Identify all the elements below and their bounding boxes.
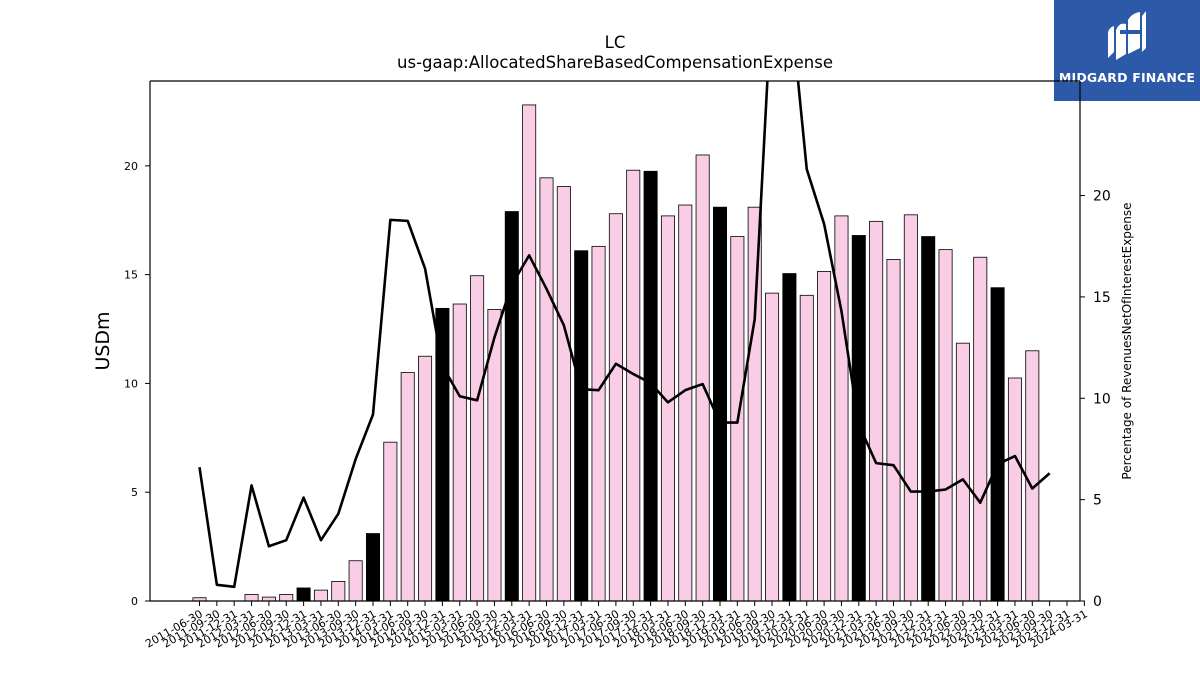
bar — [435, 307, 450, 602]
bar — [313, 589, 328, 602]
bar — [626, 169, 641, 602]
bar — [695, 154, 710, 602]
series-line — [198, 81, 1051, 589]
bar — [556, 186, 571, 602]
y-axis-label: USDm — [92, 311, 114, 370]
bar — [678, 204, 693, 602]
bar — [296, 587, 311, 602]
bar — [574, 250, 589, 602]
bar — [1025, 350, 1040, 602]
y-tick-label: 10 — [124, 377, 138, 390]
y2-tick-label: 10 — [1093, 391, 1111, 407]
bar — [886, 259, 901, 602]
bar — [348, 560, 363, 602]
y-tick-label: 15 — [124, 269, 138, 282]
bar — [383, 441, 398, 602]
bar — [938, 249, 953, 602]
y2-tick-label: 20 — [1093, 189, 1111, 205]
bar — [400, 372, 415, 602]
bar — [365, 533, 380, 602]
bar — [643, 170, 658, 602]
bar — [990, 287, 1005, 602]
y2-tick-label: 15 — [1093, 290, 1111, 306]
midgard-logo-icon — [1108, 11, 1146, 61]
bar — [608, 213, 623, 602]
y2-tick-label: 5 — [1093, 493, 1102, 509]
bar — [955, 342, 970, 602]
bar — [504, 211, 519, 602]
bar — [834, 215, 849, 602]
bar — [470, 275, 485, 602]
y2-axis-label: Percentage of RevenuesNetOfInterestExpen… — [1120, 202, 1134, 479]
bar — [903, 214, 918, 602]
bar — [539, 177, 554, 602]
chart-subtitle: us-gaap:AllocatedShareBasedCompensationE… — [397, 53, 833, 72]
brand-name: MIDGARD FINANCE — [1058, 70, 1196, 85]
brand-logo: MIDGARD FINANCE — [1054, 0, 1200, 101]
bar — [591, 245, 606, 602]
y-tick-label: 20 — [124, 160, 138, 173]
bar — [973, 256, 988, 602]
bar — [765, 292, 780, 602]
bar — [869, 220, 884, 602]
plot-area: 05101520051015202011-06-302011-09-302011… — [124, 80, 1111, 651]
y2-tick-label: 0 — [1093, 594, 1102, 610]
bar — [1007, 377, 1022, 602]
bar — [418, 355, 433, 602]
bar — [331, 581, 346, 602]
bar — [817, 270, 832, 602]
bar — [747, 206, 762, 602]
bar — [244, 594, 259, 602]
bar — [782, 273, 797, 602]
bar — [921, 236, 936, 602]
y-tick-label: 0 — [131, 595, 138, 608]
bar — [522, 104, 537, 602]
bar — [452, 303, 467, 602]
bar — [279, 594, 294, 602]
bar — [799, 294, 814, 602]
bar — [713, 206, 728, 602]
chart-title: LC — [605, 33, 626, 52]
y-tick-label: 5 — [131, 486, 138, 499]
bar — [660, 215, 675, 602]
